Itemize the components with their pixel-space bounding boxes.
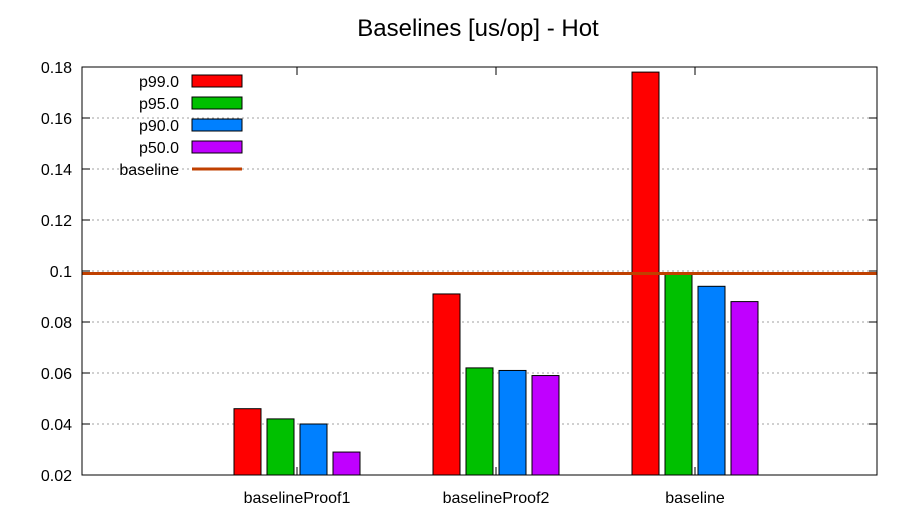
y-tick-label: 0.08 [41, 315, 72, 332]
bar-p99.0-baselineProof1 [233, 408, 262, 476]
bar-p90.0-baselineProof2 [498, 369, 527, 476]
bar-p90.0-baseline [697, 285, 726, 476]
y-tick-label: 0.14 [41, 162, 72, 179]
y-tick-label: 0.06 [41, 366, 72, 383]
x-tick-label: baselineProof2 [443, 490, 550, 507]
x-axis-ticks: baselineProof1 baselineProof2 baseline [244, 67, 725, 507]
y-axis-ticks: 0.02 0.04 0.06 0.08 0.1 0.12 0.14 0.16 0.18 [41, 60, 877, 485]
y-tick-label: 0.02 [41, 468, 72, 485]
legend-label: p90.0 [139, 118, 179, 135]
bar-p50.0-baselineProof2 [531, 375, 560, 476]
legend-label: baseline [119, 162, 179, 179]
y-tick-label: 0.04 [41, 417, 72, 434]
legend-label: p50.0 [139, 140, 179, 157]
chart-title: Baselines [us/op] - Hot [357, 15, 599, 42]
y-tick-label: 0.1 [50, 264, 72, 281]
y-tick-label: 0.18 [41, 60, 72, 77]
bar-p95.0-baselineProof2 [465, 367, 494, 476]
x-tick-label: baseline [665, 490, 725, 507]
y-tick-label: 0.16 [41, 111, 72, 128]
legend-label: p95.0 [139, 96, 179, 113]
bar-p95.0-baselineProof1 [266, 418, 295, 476]
legend-swatch [191, 74, 243, 88]
y-tick-label: 0.12 [41, 213, 72, 230]
legend: p99.0 p95.0 p90.0 p50.0 baseline [119, 74, 243, 179]
bar-p95.0-baseline [664, 273, 693, 476]
bar-p50.0-baselineProof1 [332, 451, 361, 476]
x-tick-label: baselineProof1 [244, 490, 351, 507]
bar-p90.0-baselineProof1 [299, 423, 328, 476]
legend-swatch [191, 140, 243, 154]
legend-label: p99.0 [139, 74, 179, 91]
legend-swatch [191, 96, 243, 110]
bar-p50.0-baseline [730, 301, 759, 476]
legend-swatch [191, 118, 243, 132]
bar-p99.0-baselineProof2 [432, 293, 461, 476]
plot-frame [81, 66, 878, 476]
